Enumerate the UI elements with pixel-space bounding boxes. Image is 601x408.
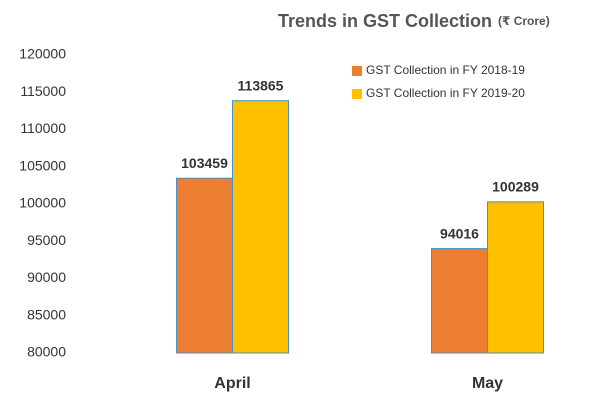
y-tick-label: 105000 — [19, 157, 66, 173]
subtitle: (₹ Crore) — [498, 14, 550, 28]
value-label: 94016 — [440, 225, 479, 241]
title: Trends in GST Collection — [278, 11, 492, 31]
legend-swatch — [352, 89, 362, 99]
value-label: 113865 — [238, 77, 284, 93]
bar — [431, 248, 488, 354]
y-tick-label: 120000 — [19, 46, 66, 62]
bar — [232, 100, 289, 354]
legend-label: GST Collection in FY 2018-19 — [366, 63, 525, 77]
bar — [487, 201, 544, 354]
legend-swatch — [352, 66, 362, 76]
y-tick-label: 85000 — [27, 306, 66, 322]
y-tick-label: 110000 — [20, 120, 66, 136]
bar — [176, 177, 233, 354]
x-tick-label: May — [472, 375, 503, 392]
value-label: 103459 — [181, 155, 228, 171]
legend-label: GST Collection in FY 2019-20 — [366, 86, 525, 100]
x-tick-label: April — [214, 375, 250, 392]
value-label: 100289 — [492, 179, 539, 195]
y-tick-label: 80000 — [27, 344, 66, 360]
y-tick-label: 115000 — [20, 83, 66, 99]
y-tick-label: 90000 — [27, 269, 66, 285]
chart-title: Trends in GST Collection (₹ Crore) — [278, 11, 550, 31]
y-tick-label: 100000 — [19, 195, 66, 211]
y-tick-label: 95000 — [27, 232, 66, 248]
